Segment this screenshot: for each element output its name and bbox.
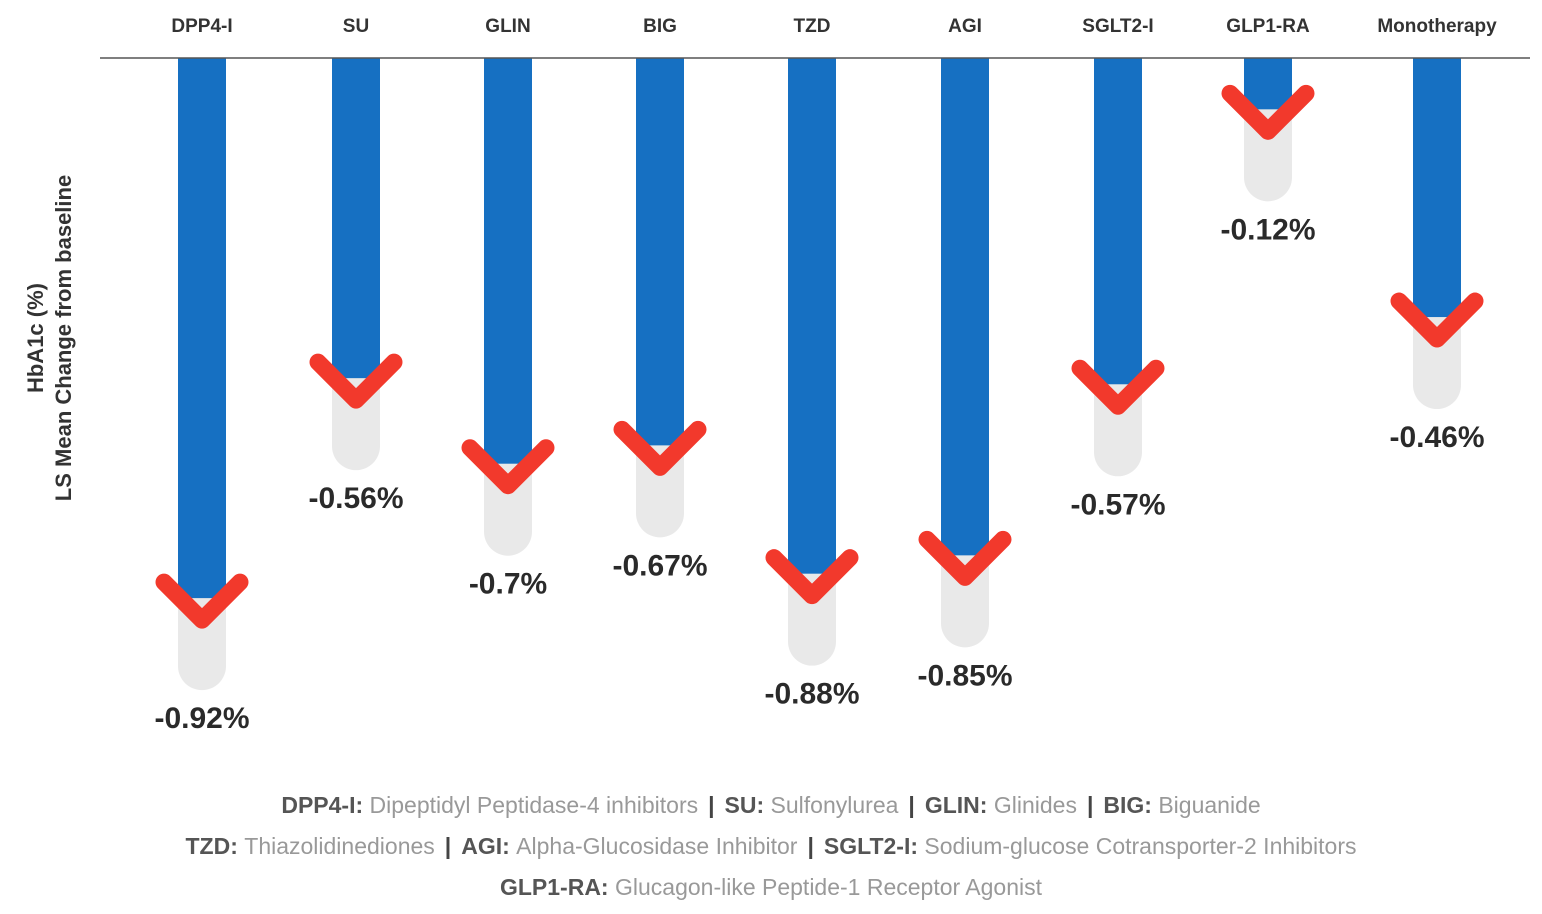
legend-separator: | <box>908 792 915 818</box>
down-arrow-icon <box>461 439 555 495</box>
legend-abbreviation: AGI: <box>461 833 517 859</box>
category-label: DPP4-I <box>171 16 232 37</box>
category-label: SGLT2-I <box>1082 16 1153 37</box>
legend-definition: Biguanide <box>1158 792 1261 818</box>
down-arrow-icon <box>613 420 707 476</box>
category-label: BIG <box>643 16 677 37</box>
bar <box>1094 58 1142 385</box>
legend-row: GLP1-RA: Glucagon-like Peptide-1 Recepto… <box>0 867 1542 908</box>
value-label: -0.7% <box>469 568 547 601</box>
bar <box>1413 58 1461 318</box>
bar <box>941 58 989 556</box>
value-label: -0.92% <box>154 702 249 735</box>
legend-abbreviation: GLP1-RA: <box>499 874 615 900</box>
legend-abbreviation: BIG: <box>1103 792 1159 818</box>
legend-row: TZD: Thiazolidinediones | AGI: Alpha-Gluco… <box>0 826 1542 867</box>
legend-definition: Glucagon-like Peptide-1 Receptor Agonist <box>614 874 1043 900</box>
down-arrow-icon <box>765 549 859 605</box>
legend-definition: Sodium-glucose Cotransporter-2 Inhibitor… <box>924 833 1357 859</box>
y-axis-label-line1: HbA1c (%) <box>23 283 48 394</box>
legend-separator: | <box>807 833 814 859</box>
legend-abbreviation: TZD: <box>185 833 245 859</box>
down-arrow-icon <box>918 530 1012 586</box>
legend-abbreviation: SGLT2-I: <box>823 833 925 859</box>
down-arrow-icon <box>1221 84 1315 140</box>
abbreviation-legend: DPP4-I: Dipeptidyl Peptidase-4 inhibitor… <box>0 785 1542 908</box>
legend-abbreviation: DPP4-I: <box>281 792 370 818</box>
bar <box>1244 58 1292 110</box>
value-label: -0.88% <box>764 678 859 711</box>
category-label: SU <box>343 16 369 37</box>
legend-row: DPP4-I: Dipeptidyl Peptidase-4 inhibitor… <box>0 785 1542 826</box>
legend-definition: Alpha-Glucosidase Inhibitor <box>516 833 798 859</box>
bar <box>484 58 532 464</box>
category-label: AGI <box>948 16 982 37</box>
legend-separator: | <box>1086 792 1094 818</box>
legend-separator: | <box>708 792 715 818</box>
legend-definition: Dipeptidyl Peptidase-4 inhibitors <box>369 792 699 818</box>
bar <box>332 58 380 379</box>
down-arrow-icon <box>1071 359 1165 415</box>
bar <box>788 58 836 574</box>
legend-definition: Thiazolidinediones <box>244 833 435 859</box>
legend-definition: Glinides <box>993 792 1077 818</box>
legend-separator: | <box>444 833 452 859</box>
value-label: -0.57% <box>1070 488 1165 521</box>
legend-abbreviation: GLIN: <box>924 792 994 818</box>
category-label: Monotherapy <box>1377 16 1497 37</box>
bar <box>636 58 684 446</box>
value-label: -0.56% <box>308 482 403 515</box>
category-label: TZD <box>794 16 831 37</box>
legend-abbreviation: SU: <box>724 792 771 818</box>
value-label: -0.85% <box>917 659 1012 692</box>
bar <box>178 58 226 599</box>
legend-definition: Sulfonylurea <box>770 792 899 818</box>
y-axis-label-line2: LS Mean Change from baseline <box>51 174 76 502</box>
value-label: -0.67% <box>612 549 707 582</box>
value-label: -0.46% <box>1389 421 1484 454</box>
down-arrow-icon <box>155 573 249 629</box>
down-arrow-icon <box>1390 292 1484 348</box>
category-label: GLP1-RA <box>1226 16 1310 37</box>
value-label: -0.12% <box>1220 213 1315 246</box>
y-axis-label: HbA1c (%) LS Mean Change from baseline <box>22 98 78 578</box>
category-label: GLIN <box>485 16 530 37</box>
bar-chart: DPP4-I -0.92% SU -0.56% GLIN -0.7% BIG -0.67% TZ… <box>100 16 1530 735</box>
down-arrow-icon <box>309 353 403 409</box>
